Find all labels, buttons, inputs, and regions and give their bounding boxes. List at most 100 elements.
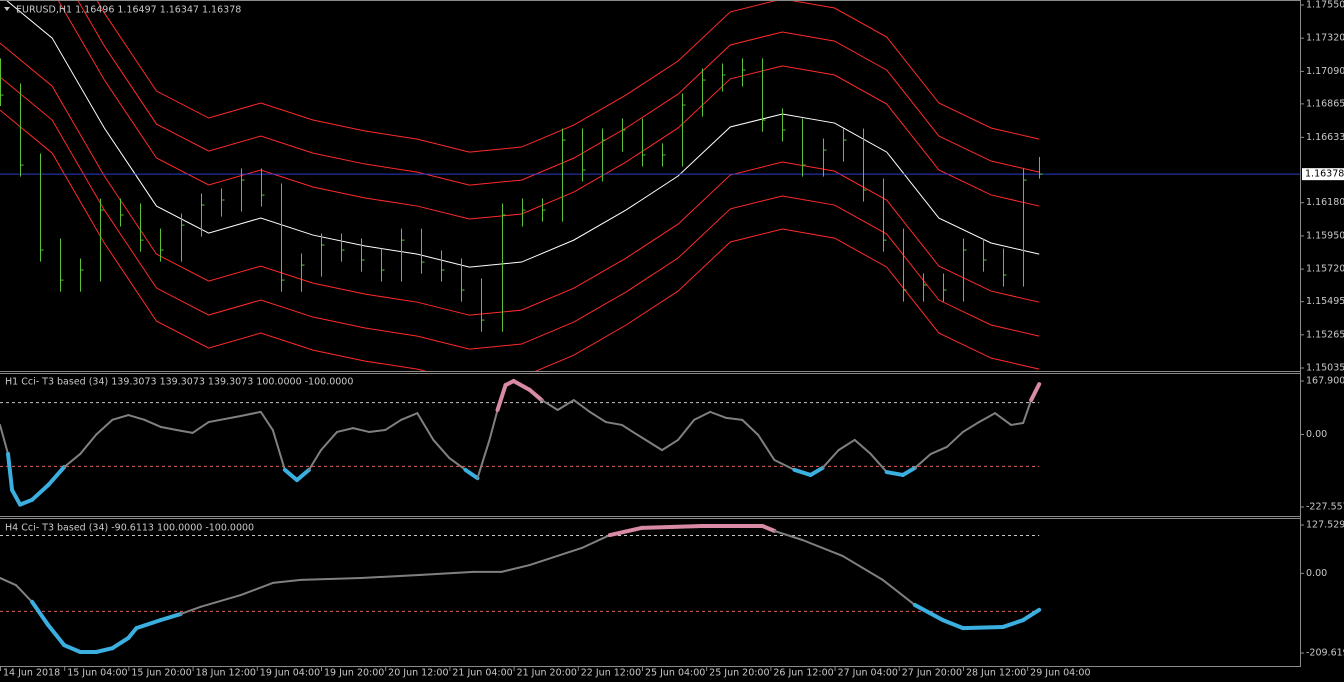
cci-segment <box>463 467 480 481</box>
cci-segment <box>709 410 728 419</box>
cci-segment <box>881 578 916 606</box>
cci-segment <box>294 467 311 483</box>
cci-segment <box>884 470 905 477</box>
cci-segment <box>95 418 114 436</box>
cci-segment <box>416 412 435 441</box>
current-price-label: 1.16378 <box>1305 169 1344 180</box>
cci-segment <box>175 429 194 434</box>
y-tick-label: 1.15495 <box>1306 296 1344 307</box>
y-tick-label: 0.00 <box>1306 568 1327 579</box>
cci-segment <box>556 399 575 411</box>
band-line <box>57 1 1040 220</box>
cci-segment <box>994 412 1013 426</box>
y-tick-label: 1.16180 <box>1306 197 1344 208</box>
x-tick-label: 26 Jun 12:00 <box>773 668 833 679</box>
cci-segment <box>853 438 872 455</box>
price-axis: 1.17550 1.17320 1.17090 1.16865 1.16633 1.161… <box>1300 0 1344 374</box>
cci-segment <box>801 539 844 557</box>
cci-segment <box>604 421 623 426</box>
cci-segment <box>319 430 339 452</box>
band-line <box>0 109 1040 371</box>
cci-segment <box>360 573 423 579</box>
cci-segment <box>0 576 18 587</box>
cci-segment <box>792 467 813 477</box>
x-tick-label: 20 Jun 12:00 <box>388 668 448 679</box>
x-tick-label: 21 Jun 04:00 <box>452 668 512 679</box>
cci-segment <box>158 612 183 623</box>
cci-segment <box>159 425 178 432</box>
cci-segment <box>837 438 856 452</box>
y-tick-label: 1.15720 <box>1306 264 1344 275</box>
cci-segment <box>528 546 583 567</box>
cci-segment <box>30 483 51 502</box>
pane-title: H1 Cci- T3 based (34) 139.3073 139.3073 … <box>5 377 353 388</box>
x-tick-label: 22 Jun 12:00 <box>581 668 641 679</box>
y-tick-label: 0.00 <box>1306 429 1327 440</box>
cci-segment <box>352 427 371 433</box>
cci-segment <box>677 418 696 441</box>
cci-segment <box>0 423 10 455</box>
cci-segment <box>808 465 825 477</box>
x-tick-label: 14 Jun 2018 <box>3 668 60 679</box>
cci-segment <box>495 383 508 412</box>
cci-segment <box>1029 382 1042 403</box>
x-tick-label: 15 Jun 20:00 <box>131 668 191 679</box>
cci-segment <box>978 412 997 424</box>
y-tick-label: 167.9007 <box>1306 376 1344 387</box>
cci-segment <box>540 399 559 411</box>
x-tick-label: 25 Jun 20:00 <box>709 668 769 679</box>
cci-segment <box>773 458 796 471</box>
x-tick-label: 27 Jun 20:00 <box>902 668 962 679</box>
cci-segment <box>1010 422 1025 426</box>
pane <box>0 378 1042 507</box>
band-line <box>96 1 1040 153</box>
cci-segment <box>127 414 146 421</box>
cci-segment <box>900 465 917 477</box>
cci-segment <box>725 416 744 421</box>
cci-segment <box>741 418 760 437</box>
cci-segment <box>488 408 499 441</box>
x-tick-label: 19 Jun 04:00 <box>260 668 320 679</box>
cci-segment <box>15 584 34 603</box>
cci-segment <box>580 534 611 549</box>
y-tick-label: 1.15950 <box>1306 230 1344 241</box>
x-tick-label: 15 Jun 04:00 <box>67 668 127 679</box>
cci-segment <box>199 594 242 608</box>
pane <box>0 523 1042 655</box>
cci-segment <box>46 623 67 648</box>
y-tick-label: 1.15035 <box>1306 363 1344 374</box>
x-tick-label: 21 Jun 20:00 <box>517 668 577 679</box>
cci-segment <box>126 626 139 640</box>
cci-segment <box>432 438 451 460</box>
cci-segment <box>588 410 607 424</box>
price-axis: 127.5291 0.00 -209.6193 14 Jun 2018 15 Jun 0… <box>0 520 1344 679</box>
cci-segment <box>1022 399 1033 425</box>
cci-segment <box>757 434 776 461</box>
cci-segment <box>420 570 475 576</box>
cci-segment <box>940 618 965 631</box>
cci-segment <box>46 464 67 488</box>
cci-segment <box>271 429 286 471</box>
y-tick-label: -227.5573 <box>1306 502 1344 513</box>
cci-segment <box>368 429 387 433</box>
cci-segment <box>6 451 15 492</box>
cci-segment <box>841 554 884 581</box>
cci-segment <box>400 412 419 421</box>
cci-segment <box>10 487 23 507</box>
x-tick-label: 27 Jun 04:00 <box>838 668 898 679</box>
cci-segment <box>239 410 262 418</box>
y-tick-label: 1.16633 <box>1306 132 1344 143</box>
y-tick-label: 127.5291 <box>1306 520 1344 531</box>
cci-segment <box>143 418 162 428</box>
cci-segment <box>259 410 274 432</box>
band-line <box>6 1 1040 268</box>
y-tick-label: 1.15265 <box>1306 329 1344 340</box>
cci-segment <box>821 449 840 469</box>
cci-segment <box>1001 618 1026 629</box>
cci-segment <box>336 427 355 433</box>
x-tick-label: 28 Jun 12:00 <box>966 668 1026 679</box>
cci-segment <box>111 414 130 421</box>
cci-segment <box>30 599 51 628</box>
cci-segment <box>869 452 888 474</box>
